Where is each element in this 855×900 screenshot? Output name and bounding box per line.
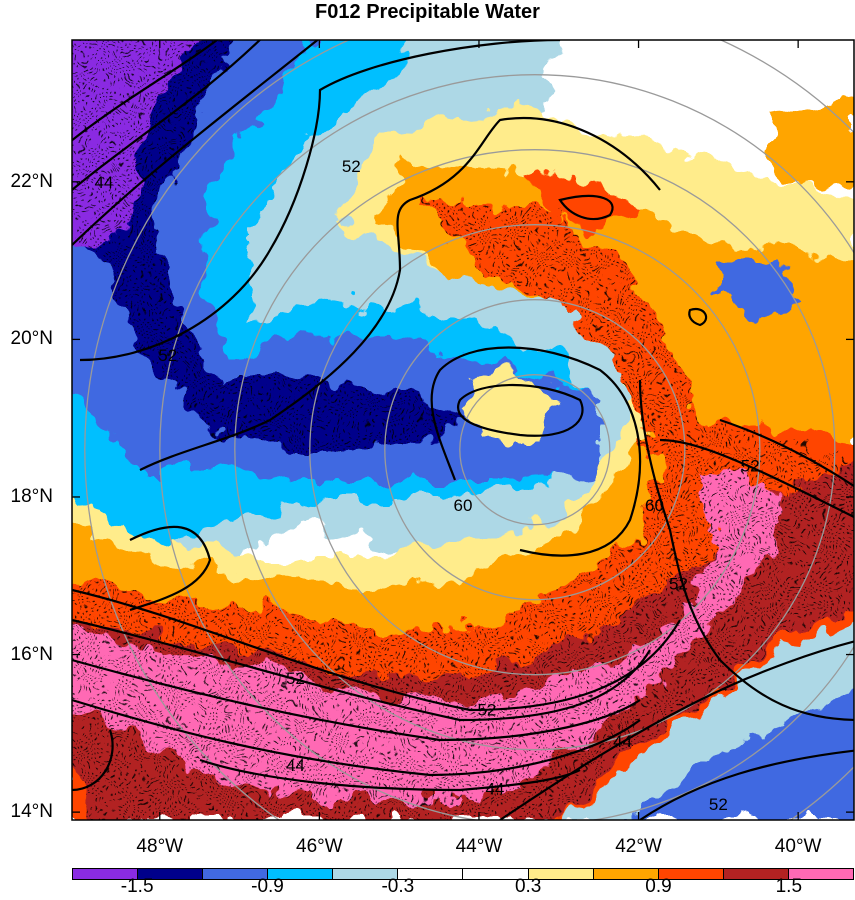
contour-line [199,758,581,792]
colorbar-swatch [593,869,659,879]
contour-line [72,40,219,142]
field-north-red [530,170,640,230]
contour-labels: 52 44 52 60 60 52 52 52 52 44 44 44 52 [94,157,760,814]
colorbar-swatch [723,869,789,879]
colorbar-label: 0.3 [514,876,542,897]
latitude-label: 16°N [10,643,53,665]
range-rings [84,40,854,820]
contour-line [430,346,642,557]
colorbar-swatch [268,869,334,879]
contour-line [638,379,854,721]
field-east-royal-blue [720,260,800,320]
contour-line [72,658,641,742]
range-ring [384,299,686,601]
contour-label: 44 [613,732,632,751]
colorbar-swatch [658,869,724,879]
colorbar-swatch [203,869,269,879]
colorbar-swatch [138,869,204,879]
map-frame [71,39,855,821]
range-ring [309,224,761,676]
axis-ticks [72,40,854,820]
contour-line [639,749,854,820]
longitude-label: 46°W [296,836,343,857]
contour-label: 44 [286,756,305,775]
contour-label: 52 [669,575,688,594]
colorbar-swatch [398,869,464,879]
contour-label: 44 [485,779,504,798]
contour-line [659,438,854,519]
longitude-label: 40°W [774,836,822,857]
colorbar-label: 1.5 [775,876,803,897]
latitude-label: 14°N [10,801,53,823]
contour-line [79,40,561,362]
range-ring [459,374,611,526]
contour-line [139,117,661,471]
contour-line [72,40,320,246]
longitude-label: 42°W [615,836,662,857]
latitude-label: 22°N [10,170,53,192]
contour-label: 52 [286,669,305,688]
contour-label: 52 [342,157,361,176]
colorbar-swatch [528,869,594,879]
contour-label: 60 [454,496,473,515]
latitude-label: 18°N [10,485,53,507]
colorbar-swatch [333,869,399,879]
field-ne-orange [770,100,854,190]
range-ring [84,40,854,820]
colorbar-label: -0.9 [251,876,284,897]
colorbar-swatch [463,869,529,879]
contour-label: 52 [477,701,496,720]
contour-label: 52 [709,795,728,814]
field-se-royal-blue [620,692,854,820]
map-title: F012 Precipitable Water [315,1,540,23]
contour-line [72,618,651,722]
colorbar-swatch [788,869,853,879]
colorbar-label: -0.3 [381,876,415,897]
contour-line [558,194,614,221]
contour-line [72,40,262,192]
longitude-label: 44°W [455,836,503,857]
latitude-label: 20°N [10,328,53,350]
contour-line [72,588,681,712]
contour-line [457,383,584,437]
contour-label: 60 [645,496,664,515]
contour-label: 52 [158,346,177,365]
contour-line [129,525,212,612]
colorbar [72,868,854,880]
contour-label: 44 [94,173,113,192]
contour-line [719,418,854,488]
pw-contours [72,40,854,820]
contour-line [499,640,854,820]
longitude-label: 48°W [136,836,184,857]
range-ring [234,149,836,751]
stipple-overlay [72,40,854,820]
colorbar-label: -1.5 [120,876,154,897]
contour-line [72,698,641,777]
contour-line [688,307,708,327]
colorbar-label: 0.9 [645,876,672,897]
contour-line [72,729,114,792]
colorbar-swatch [73,869,139,879]
range-ring [159,74,854,820]
contour-label: 52 [741,456,760,475]
